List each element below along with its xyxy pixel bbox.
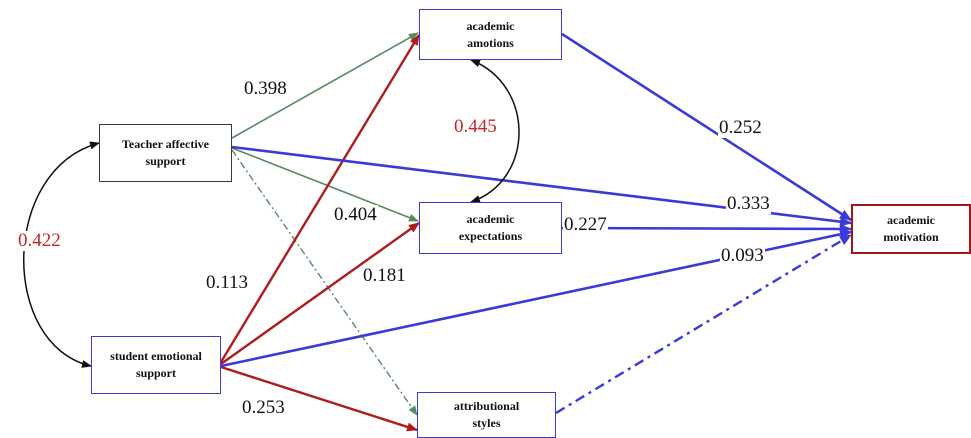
node-academic-expectations: academic expectations [419, 202, 562, 254]
node-motivation-line1: academic [887, 213, 935, 227]
coef-student-expectations: 0.181 [362, 265, 407, 286]
coef-emotions-expectations-covariance: 0.445 [453, 116, 498, 137]
path-teacher-to-expectations [231, 147, 419, 222]
path-emotions-to-motivation [561, 32, 852, 222]
node-attributional-styles: attributional styles [417, 392, 556, 438]
coef-expectations-motivation: 0.227 [563, 214, 608, 235]
coef-student-motivation: 0.093 [720, 245, 765, 266]
coef-student-attributional: 0.253 [241, 397, 286, 418]
path-student-to-expectations [220, 222, 420, 365]
node-teacher-affective-support: Teacher affective support [99, 124, 232, 182]
node-emotions-line1: academic [466, 18, 515, 33]
path-student-to-emotions [219, 34, 421, 363]
node-emotions-line2: amotions [467, 35, 514, 50]
node-teacher-line1: Teacher affective [122, 137, 209, 151]
node-expectations-line1: academic [466, 212, 515, 226]
coef-teacher-emotions: 0.398 [243, 78, 288, 99]
node-academic-emotions: academic amotions [419, 9, 562, 60]
covariance-teacher-student [23, 141, 100, 368]
path-teacher-to-emotions [231, 32, 419, 139]
node-student-emotional-support: student emotional support [91, 336, 221, 394]
path-student-to-attributional [220, 365, 418, 432]
path-attributional-to-motivation [555, 233, 852, 415]
node-attributional-line2: styles [472, 416, 501, 430]
node-student-line1: student emotional [110, 349, 202, 363]
node-expectations-line2: expectations [458, 229, 523, 243]
node-academic-motivation: academic motivation [851, 204, 971, 254]
node-student-line2: support [135, 366, 176, 380]
node-teacher-line2: support [145, 154, 186, 168]
path-expectations-to-motivation [561, 223, 852, 234]
coef-teacher-motivation: 0.333 [726, 193, 771, 214]
coef-emotions-motivation: 0.252 [718, 117, 763, 138]
node-motivation-line2: motivation [883, 230, 939, 244]
coef-student-emotions: 0.113 [205, 272, 250, 293]
coef-teacher-expectations: 0.404 [333, 204, 378, 225]
covariance-emotions-expectations [470, 59, 520, 203]
path-teacher-to-attributional [231, 149, 418, 416]
node-attributional-line1: attributional [453, 399, 520, 413]
coef-teacher-student-covariance: 0.422 [17, 230, 62, 251]
